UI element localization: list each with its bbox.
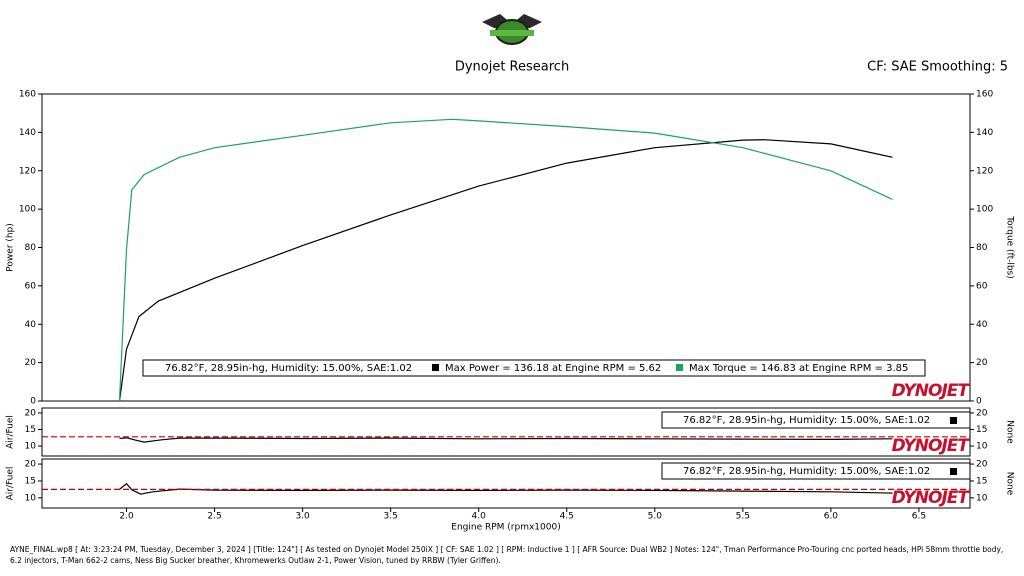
y-tick-label: 15 xyxy=(25,425,36,435)
x-tick-label: 4.0 xyxy=(472,512,487,522)
legend-label: Max Torque = 146.83 at Engine RPM = 3.85 xyxy=(689,363,908,374)
brand-watermark: DYNOJET xyxy=(892,488,971,508)
y-tick-label: 40 xyxy=(25,320,37,330)
y-tick-label: 10 xyxy=(25,493,37,503)
y2-tick-label: 10 xyxy=(976,493,988,503)
legend-label: 76.82°F, 28.95in-hg, Humidity: 15.00%, S… xyxy=(683,415,930,426)
y-tick-label: 100 xyxy=(19,205,36,215)
x-tick-label: 4.5 xyxy=(560,512,574,522)
brand-watermark: DYNOJET xyxy=(892,381,971,401)
y2-axis-label: None xyxy=(1005,420,1015,444)
legend-box xyxy=(661,462,971,480)
y2-tick-label: 20 xyxy=(976,408,988,418)
x-axis-label: Engine RPM (rpmx1000) xyxy=(451,523,560,533)
footer-notes: AYNE_FINAL.wp8 [ At: 3:23:24 PM, Tuesday… xyxy=(10,545,1004,565)
settings: CF: SAE Smoothing: 5 xyxy=(867,60,1008,75)
y-tick-label: 20 xyxy=(25,408,37,418)
x-tick-label: 6.5 xyxy=(912,512,926,522)
y2-tick-label: 120 xyxy=(976,166,993,176)
y2-tick-label: 15 xyxy=(976,425,987,435)
logo xyxy=(482,14,542,45)
legend-swatch xyxy=(432,364,439,371)
y-tick-label: 20 xyxy=(25,358,37,368)
y2-tick-label: 40 xyxy=(976,320,988,330)
y-tick-label: 140 xyxy=(19,128,36,138)
y-tick-label: 15 xyxy=(25,476,36,486)
brand-watermark: DYNOJET xyxy=(892,436,971,456)
x-tick-label: 2.0 xyxy=(119,512,134,522)
y2-tick-label: 15 xyxy=(976,476,987,486)
y2-tick-label: 0 xyxy=(976,397,982,407)
legend-box xyxy=(142,359,926,377)
y2-axis-label: None xyxy=(1005,472,1015,496)
y2-axis-label: Torque (ft-lbs) xyxy=(1005,215,1015,279)
series-line xyxy=(118,118,893,402)
legend-swatch xyxy=(950,417,957,424)
y2-tick-label: 20 xyxy=(976,358,988,368)
y-tick-label: 60 xyxy=(25,281,37,291)
x-tick-label: 6.0 xyxy=(824,512,839,522)
y2-tick-label: 10 xyxy=(976,442,988,452)
y-tick-label: 20 xyxy=(25,460,37,470)
series-line xyxy=(119,437,893,443)
series-line xyxy=(119,482,893,495)
y-tick-label: 160 xyxy=(19,90,36,100)
x-tick-label: 5.5 xyxy=(736,512,750,522)
y-tick-label: 0 xyxy=(30,397,36,407)
y2-tick-label: 60 xyxy=(976,281,988,291)
plot-frame xyxy=(41,93,971,402)
y-axis-label: Air/Fuel xyxy=(6,415,16,449)
y2-tick-label: 140 xyxy=(976,128,993,138)
legend-label: 76.82°F, 28.95in-hg, Humidity: 15.00%, S… xyxy=(683,466,930,477)
y2-tick-label: 160 xyxy=(976,90,993,100)
legend-swatch xyxy=(676,364,683,371)
x-tick-label: 2.5 xyxy=(207,512,221,522)
legend-swatch xyxy=(950,468,957,475)
chart: Dynojet Research CF: SAE Smoothing: 5 02… xyxy=(6,14,1015,533)
legend-box xyxy=(661,411,971,429)
y-axis-label: Air/Fuel xyxy=(6,467,16,501)
legend-label: Max Power = 136.18 at Engine RPM = 5.62 xyxy=(445,363,661,374)
y-tick-label: 10 xyxy=(25,442,37,452)
title: Dynojet Research xyxy=(455,60,569,75)
x-tick-label: 3.5 xyxy=(383,512,397,522)
y2-tick-label: 80 xyxy=(976,243,988,253)
y-tick-label: 120 xyxy=(19,166,36,176)
legend-note: 76.82°F, 28.95in-hg, Humidity: 15.00%, S… xyxy=(165,363,412,374)
x-tick-label: 3.0 xyxy=(295,512,310,522)
x-tick-label: 5.0 xyxy=(648,512,663,522)
y2-tick-label: 20 xyxy=(976,460,988,470)
series-line xyxy=(118,139,893,402)
y-tick-label: 80 xyxy=(25,243,37,253)
y-axis-label: Power (hp) xyxy=(6,223,16,272)
y2-tick-label: 100 xyxy=(976,205,993,215)
